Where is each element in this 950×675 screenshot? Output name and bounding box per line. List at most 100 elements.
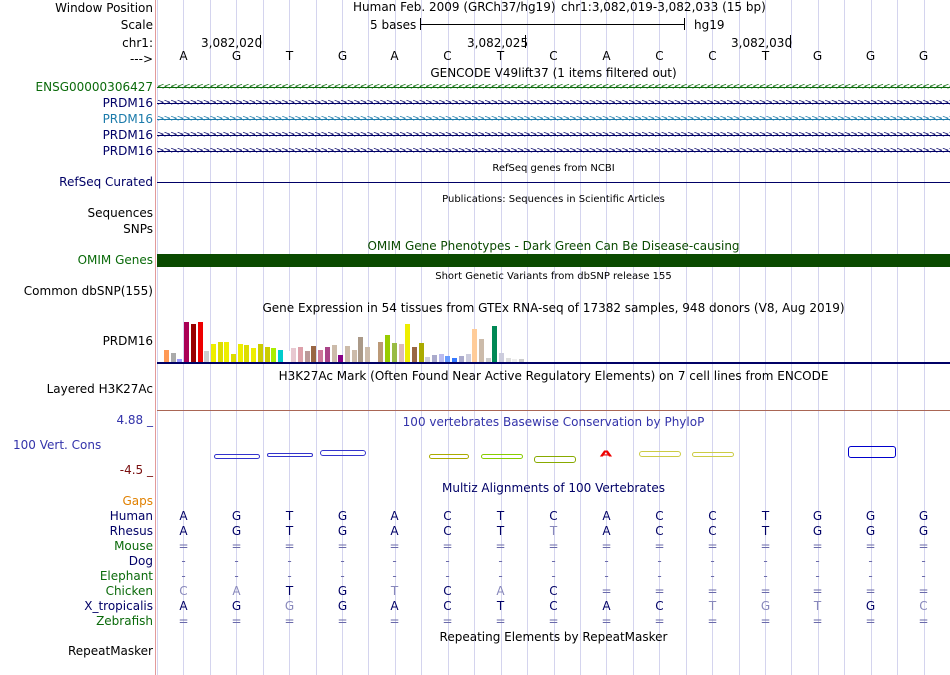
label-common-dbsnp[interactable]: Common dbSNP(155) xyxy=(23,284,153,298)
gtex-bar[interactable] xyxy=(399,344,404,362)
gtex-bar-chart[interactable] xyxy=(164,316,544,362)
repeatmasker-track-title[interactable]: Repeating Elements by RepeatMasker xyxy=(439,630,668,644)
gtex-bar[interactable] xyxy=(251,348,256,362)
gtex-bar[interactable] xyxy=(171,353,176,362)
gtex-bar[interactable] xyxy=(492,326,497,362)
gtex-bar[interactable] xyxy=(358,337,363,362)
h3k27ac-signal-line[interactable] xyxy=(157,410,950,411)
browser-image[interactable]: Human Feb. 2009 (GRCh37/hg19) chr1:3,082… xyxy=(157,0,950,675)
label-window-position[interactable]: Window Position xyxy=(55,1,153,15)
gtex-bar[interactable] xyxy=(338,355,343,362)
label-gaps[interactable]: Gaps xyxy=(122,494,153,508)
gtex-track-title[interactable]: Gene Expression in 54 tissues from GTEx … xyxy=(262,301,845,315)
gtex-bar[interactable] xyxy=(318,350,323,362)
gtex-bar[interactable] xyxy=(499,353,504,362)
publications-track-title[interactable]: Publications: Sequences in Scientific Ar… xyxy=(442,194,665,205)
gene-prdm16-3[interactable]: >>>>>>>>>>>>>>>>>>>>>>>>>>>>>>>>>>>>>>>>… xyxy=(157,130,950,140)
gtex-bar[interactable] xyxy=(519,359,524,362)
gtex-bar[interactable] xyxy=(271,348,276,362)
label-repeatmasker[interactable]: RepeatMasker xyxy=(67,644,153,658)
gtex-bar[interactable] xyxy=(445,356,450,362)
label-gene-ensg[interactable]: ENSG00000306427 xyxy=(35,80,153,94)
gtex-bar[interactable] xyxy=(432,355,437,362)
gtex-bar[interactable] xyxy=(345,346,350,362)
omim-gene-bar[interactable] xyxy=(157,254,950,267)
label-layered-h3k27ac[interactable]: Layered H3K27Ac xyxy=(46,382,153,396)
label-species-rhesus[interactable]: Rhesus xyxy=(109,524,153,538)
label-sequences[interactable]: Sequences xyxy=(87,206,153,220)
gtex-bar[interactable] xyxy=(298,347,303,362)
gtex-bar[interactable] xyxy=(265,347,270,362)
gene-ensg00000306427[interactable]: <<<<<<<<<<<<<<<<<<<<<<<<<<<<<<<<<<<<<<<<… xyxy=(157,82,950,92)
multiz-track-title[interactable]: Multiz Alignments of 100 Vertebrates xyxy=(441,481,666,495)
gtex-bar[interactable] xyxy=(425,357,430,362)
gtex-bar[interactable] xyxy=(472,329,477,362)
gtex-bar[interactable] xyxy=(385,335,390,362)
gene-prdm16-2[interactable]: >>>>>>>>>>>>>>>>>>>>>>>>>>>>>>>>>>>>>>>>… xyxy=(157,114,950,124)
label-gene-prdm16-4[interactable]: PRDM16 xyxy=(102,144,153,158)
label-species-zebrafish[interactable]: Zebrafish xyxy=(96,614,153,628)
label-gene-prdm16-3[interactable]: PRDM16 xyxy=(102,128,153,142)
gtex-bar[interactable] xyxy=(332,345,337,362)
label-snps[interactable]: SNPs xyxy=(123,222,153,236)
gtex-bar[interactable] xyxy=(325,347,330,362)
gtex-bar[interactable] xyxy=(459,356,464,362)
gtex-bar[interactable] xyxy=(184,322,189,362)
refseq-line[interactable] xyxy=(157,182,950,183)
omim-track-title[interactable]: OMIM Gene Phenotypes - Dark Green Can Be… xyxy=(367,239,740,253)
gtex-bar[interactable] xyxy=(164,350,169,362)
gencode-track-title[interactable]: GENCODE V49lift37 (1 items filtered out) xyxy=(430,66,677,80)
gtex-bar[interactable] xyxy=(278,350,283,362)
gtex-bar[interactable] xyxy=(285,351,290,362)
gtex-bar[interactable] xyxy=(191,324,196,362)
label-arrow[interactable]: ---> xyxy=(129,52,153,66)
gtex-bar[interactable] xyxy=(211,344,216,362)
gtex-bar[interactable] xyxy=(486,358,491,362)
gtex-bar[interactable] xyxy=(291,348,296,362)
label-omim-genes[interactable]: OMIM Genes xyxy=(77,253,153,267)
gtex-bar[interactable] xyxy=(392,343,397,362)
gtex-bar[interactable] xyxy=(378,342,383,362)
gtex-bar[interactable] xyxy=(177,359,182,362)
gtex-bar[interactable] xyxy=(238,344,243,362)
label-species-mouse[interactable]: Mouse xyxy=(114,539,153,553)
refseq-track-title[interactable]: RefSeq genes from NCBI xyxy=(492,163,615,174)
gtex-bar[interactable] xyxy=(439,354,444,362)
label-refseq-curated[interactable]: RefSeq Curated xyxy=(59,175,153,189)
gene-prdm16-1[interactable]: >>>>>>>>>>>>>>>>>>>>>>>>>>>>>>>>>>>>>>>>… xyxy=(157,98,950,108)
gtex-bar[interactable] xyxy=(506,358,511,362)
gtex-bar[interactable] xyxy=(311,346,316,362)
gtex-bar[interactable] xyxy=(512,359,517,362)
label-gtex-prdm16[interactable]: PRDM16 xyxy=(102,334,153,348)
label-gene-prdm16-1[interactable]: PRDM16 xyxy=(102,96,153,110)
label-species-chicken[interactable]: Chicken xyxy=(105,584,153,598)
gtex-bar[interactable] xyxy=(452,358,457,362)
label-species-elephant[interactable]: Elephant xyxy=(99,569,153,583)
gtex-bar[interactable] xyxy=(305,351,310,362)
label-scale[interactable]: Scale xyxy=(120,18,153,32)
dbsnp-track-title[interactable]: Short Genetic Variants from dbSNP releas… xyxy=(435,271,672,282)
gtex-bar[interactable] xyxy=(258,344,263,362)
window-position-text[interactable]: chr1:3,082,019-3,082,033 (15 bp) xyxy=(561,0,766,14)
gtex-bar[interactable] xyxy=(198,322,203,362)
label-chrom[interactable]: chr1: xyxy=(122,36,153,50)
gtex-bar[interactable] xyxy=(244,345,249,362)
label-species-human[interactable]: Human xyxy=(109,509,153,523)
gtex-bar[interactable] xyxy=(372,340,377,362)
gtex-bar[interactable] xyxy=(231,354,236,362)
gtex-bar[interactable] xyxy=(466,354,471,362)
label-species-dog[interactable]: Dog xyxy=(128,554,153,568)
phylop-track-title[interactable]: 100 vertebrates Basewise Conservation by… xyxy=(402,415,705,429)
gtex-bar[interactable] xyxy=(365,347,370,362)
gtex-bar[interactable] xyxy=(412,347,417,362)
gtex-bar[interactable] xyxy=(479,339,484,362)
gtex-bar[interactable] xyxy=(218,342,223,362)
gtex-bar[interactable] xyxy=(419,343,424,362)
gtex-bar[interactable] xyxy=(405,324,410,362)
label-gene-prdm16-2[interactable]: PRDM16 xyxy=(102,112,153,126)
h3k27ac-track-title[interactable]: H3K27Ac Mark (Often Found Near Active Re… xyxy=(278,369,829,383)
gtex-bar[interactable] xyxy=(352,350,357,362)
gtex-bar[interactable] xyxy=(224,342,229,362)
label-100-vert-cons[interactable]: 100 Vert. Cons xyxy=(13,438,102,452)
gtex-bar[interactable] xyxy=(204,351,209,362)
